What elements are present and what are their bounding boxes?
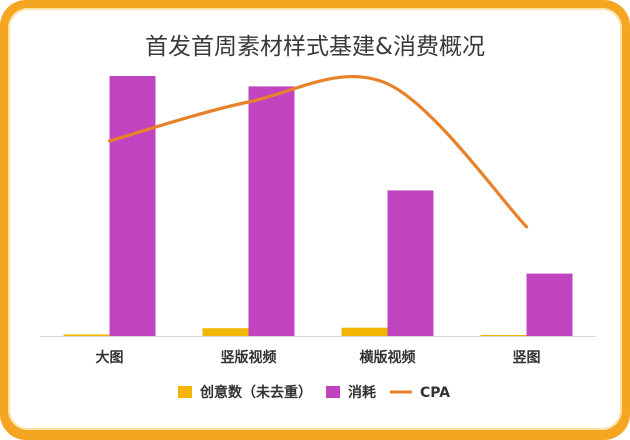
legend-swatch-0 xyxy=(178,386,192,398)
legend: 创意数（未去重） 消耗 CPA xyxy=(178,384,450,401)
x-tick-label: 竖版视频 xyxy=(221,349,277,366)
bar-spend-3 xyxy=(526,273,573,336)
legend-label-2: CPA xyxy=(420,385,450,401)
bar-spend-0 xyxy=(109,76,156,336)
legend-label-0: 创意数（未去重） xyxy=(199,384,312,401)
bar-spend-2 xyxy=(387,190,434,336)
bar-creatives-3 xyxy=(480,335,527,336)
bar-spend-1 xyxy=(248,86,295,337)
bar-creatives-2 xyxy=(341,327,388,336)
x-tick-label: 大图 xyxy=(96,349,124,366)
legend-swatch-1 xyxy=(326,386,340,398)
bar-creatives-1 xyxy=(202,328,249,336)
x-tick-label: 竖图 xyxy=(513,350,541,366)
plot-area: 大图 竖版视频 横版视频 竖图 xyxy=(40,74,596,366)
chart-title: 首发首周素材样式基建&消费概况 xyxy=(145,34,485,60)
cpa-line xyxy=(107,74,529,229)
x-tick-label: 横版视频 xyxy=(360,349,416,366)
legend-label-1: 消耗 xyxy=(348,384,376,401)
bar-creatives-0 xyxy=(63,334,110,336)
